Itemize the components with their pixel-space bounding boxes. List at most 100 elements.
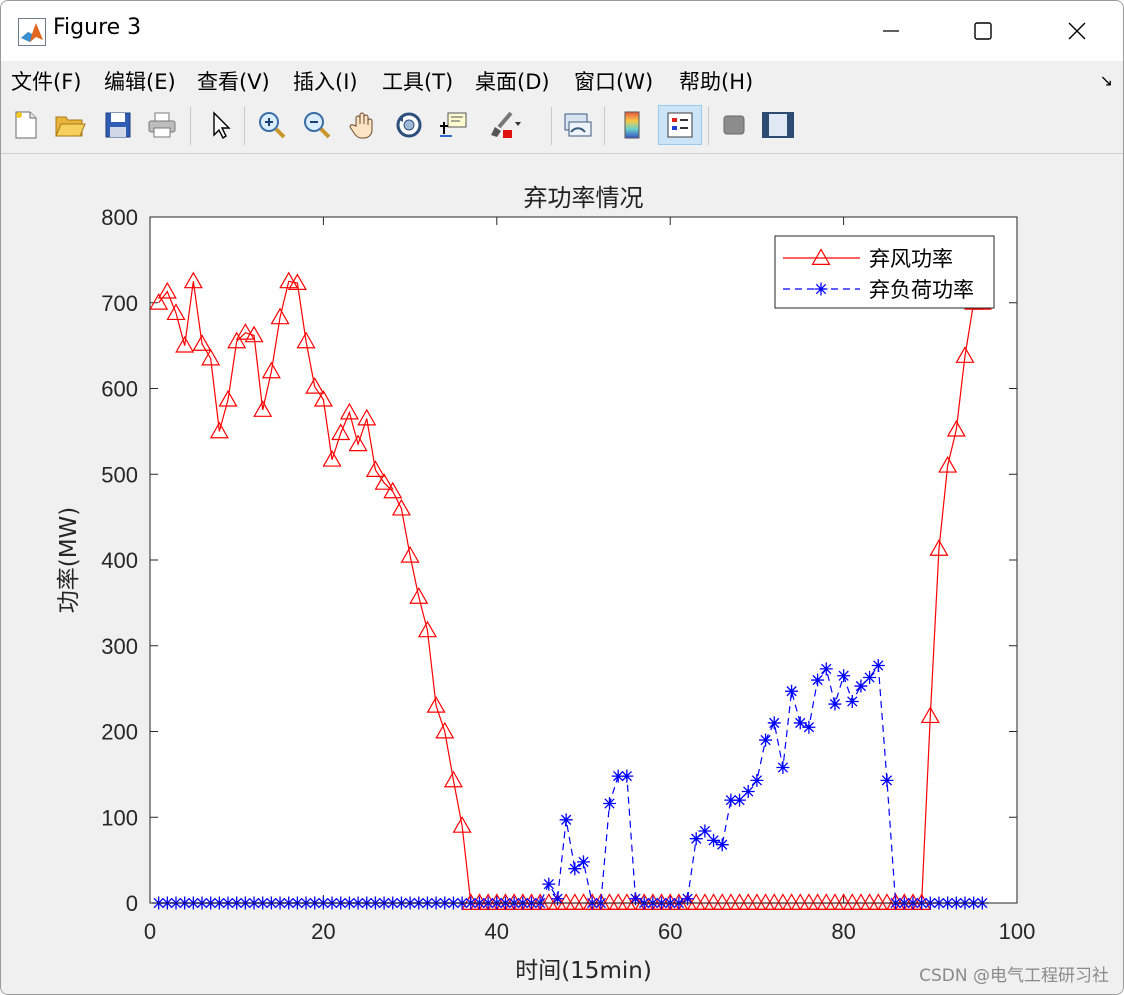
y-tick-label: 800	[101, 205, 138, 230]
data-point	[357, 408, 377, 426]
data-point	[313, 389, 333, 407]
data-point	[209, 421, 229, 439]
menu-view[interactable]: 查看(V)	[197, 70, 270, 94]
x-tick-label: 100	[999, 919, 1036, 944]
legend-button[interactable]	[658, 105, 702, 145]
chart-title: 弃功率情况	[524, 184, 644, 212]
maximize-button[interactable]	[937, 1, 1029, 61]
save-button[interactable]	[99, 105, 137, 145]
menu-bar: 文件(F) 编辑(E) 查看(V) 插入(I) 工具(T) 桌面(D) 窗口(W…	[1, 61, 1123, 99]
zoom-in-button[interactable]	[253, 105, 291, 145]
rotate-button[interactable]	[390, 105, 428, 145]
close-button[interactable]	[1031, 1, 1123, 61]
data-point	[383, 481, 403, 499]
data-point	[946, 419, 966, 437]
data-point	[339, 402, 359, 420]
print-icon	[148, 112, 176, 138]
data-point	[270, 307, 290, 325]
data-point	[793, 716, 807, 730]
print-button[interactable]	[143, 105, 181, 145]
zoom-out-icon	[304, 112, 331, 139]
x-tick-label: 20	[311, 919, 335, 944]
data-point	[409, 587, 429, 604]
title-bar: Figure 3	[1, 1, 1123, 61]
y-tick-label: 700	[101, 291, 138, 316]
data-point	[837, 669, 851, 683]
new-figure-icon	[15, 111, 37, 139]
data-point	[811, 673, 825, 687]
data-point	[759, 733, 773, 747]
data-point	[157, 281, 177, 299]
pan-button[interactable]	[344, 105, 382, 145]
data-cursor-button[interactable]	[435, 105, 473, 145]
data-point	[871, 658, 885, 672]
axes-frame	[149, 216, 1018, 904]
data-point	[681, 892, 695, 906]
x-tick-label: 80	[831, 919, 855, 944]
legend-marker	[811, 248, 831, 265]
toolbar-separator	[244, 107, 245, 145]
data-point	[854, 679, 868, 693]
brush-icon	[491, 111, 521, 138]
toolbar-separator	[190, 107, 191, 145]
edit-plot-button[interactable]	[201, 105, 239, 145]
data-point	[400, 546, 420, 563]
show-plot-tools-button[interactable]	[759, 105, 797, 145]
data-point	[938, 455, 958, 473]
new-figure-button[interactable]	[7, 105, 45, 145]
x-tick-label: 40	[485, 919, 509, 944]
data-point	[750, 773, 764, 787]
y-tick-label: 300	[101, 634, 138, 659]
menu-help[interactable]: 帮助(H)	[679, 70, 754, 94]
axis-ticks: 0 20 40 60 80 100 0 100 200 300 400 500 600 700 800	[101, 205, 1035, 944]
link-plot-icon	[564, 113, 592, 137]
data-point	[279, 271, 299, 289]
y-tick-label: 200	[101, 720, 138, 745]
dock-arrow-icon[interactable]: ↘	[1099, 71, 1113, 90]
pan-hand-icon	[349, 112, 373, 139]
menu-window[interactable]: 窗口(W)	[574, 70, 654, 94]
hide-plot-tools-button[interactable]	[715, 105, 753, 145]
data-point	[374, 473, 394, 490]
brush-button[interactable]	[485, 105, 523, 145]
menu-desktop[interactable]: 桌面(D)	[475, 70, 550, 94]
data-cursor-icon	[440, 112, 467, 137]
zoom-out-button[interactable]	[298, 105, 336, 145]
data-point	[149, 293, 169, 310]
menu-edit[interactable]: 编辑(E)	[104, 70, 176, 94]
menu-insert[interactable]: 插入(I)	[293, 70, 358, 94]
matlab-logo-icon	[18, 18, 46, 46]
data-point	[261, 361, 281, 379]
toolbar	[1, 99, 1123, 154]
minimize-button[interactable]	[845, 1, 937, 61]
data-point	[452, 816, 472, 833]
data-point	[391, 498, 411, 516]
data-point	[331, 423, 351, 441]
x-tick-label: 0	[144, 919, 156, 944]
open-file-button[interactable]	[51, 105, 89, 145]
toolbar-separator	[551, 107, 552, 145]
data-point	[733, 793, 747, 807]
menu-file[interactable]: 文件(F)	[11, 70, 82, 94]
figure-canvas[interactable]: 0 20 40 60 80 100 0 100 200 300 400 500 600 700 800 弃功…	[1, 154, 1123, 994]
data-point	[201, 348, 221, 366]
plot-area[interactable]: 0 20 40 60 80 100 0 100 200 300 400 500 600 700 800 弃功…	[1, 154, 1123, 994]
menu-tools[interactable]: 工具(T)	[382, 70, 454, 94]
rotate-3d-icon	[396, 112, 422, 138]
data-point	[577, 855, 590, 869]
axes-background	[150, 217, 1017, 903]
save-icon	[105, 112, 131, 138]
data-point	[287, 273, 307, 291]
legend-box	[774, 235, 995, 309]
data-point	[542, 877, 556, 891]
data-point	[166, 303, 186, 321]
data-point	[417, 620, 437, 638]
y-tick-label: 0	[126, 891, 138, 916]
link-plot-button[interactable]	[558, 105, 596, 145]
data-point	[715, 838, 729, 852]
minimize-icon	[883, 30, 899, 32]
data-point	[955, 346, 975, 363]
colorbar-button[interactable]	[613, 105, 651, 145]
